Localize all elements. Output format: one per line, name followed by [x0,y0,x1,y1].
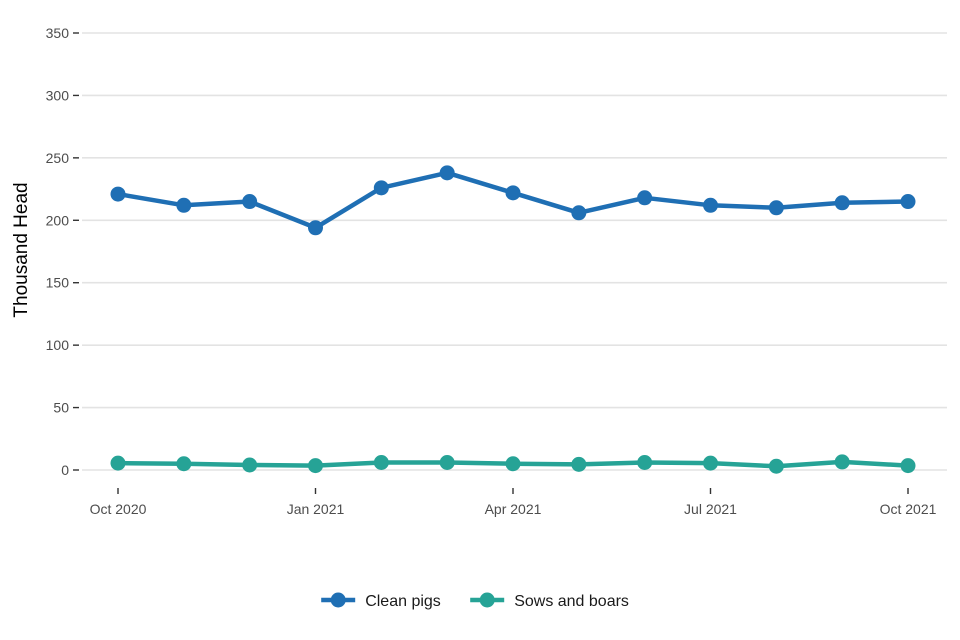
data-point [373,455,389,471]
data-point [242,194,258,210]
y-tick-label: 250 [46,150,70,166]
data-point [900,194,916,210]
legend: Clean pigs Sows and boars [321,592,629,610]
series-2 [110,454,916,474]
legend-item: Sows and boars [470,592,629,610]
data-point [768,458,784,474]
legend-key-point [479,592,495,608]
data-point [637,190,653,206]
y-tick-label: 350 [46,25,70,41]
data-point [176,456,192,472]
y-tick-label: 50 [53,400,69,416]
data-point [703,455,718,471]
data-point [637,455,653,471]
y-tick-label: 300 [46,87,70,103]
legend-label: Sows and boars [514,593,629,610]
data-point [505,456,521,472]
x-axis: Oct 2020 Jan 2021 Apr 2021 Jul 2021 Oct 2021 [90,488,937,517]
y-axis-title: Thousand Head [11,182,32,317]
data-point [505,185,521,201]
y-tick-label: 150 [46,275,70,291]
y-tick-label: 0 [61,462,69,478]
data-point [439,455,455,471]
data-point [571,456,587,472]
data-point [110,455,126,471]
data-point [703,197,718,213]
data-point [308,220,323,236]
x-tick-label: Oct 2020 [90,501,147,517]
data-point [308,458,323,474]
data-point [110,186,126,202]
legend-label: Clean pigs [365,593,441,610]
x-tick-label: Jan 2021 [287,501,345,517]
x-tick-label: Apr 2021 [485,501,542,517]
x-tick-label: Jul 2021 [684,501,737,517]
legend-key-point [330,592,346,608]
data-point [571,205,587,221]
data-point [834,195,850,211]
data-point [439,165,455,181]
data-point [834,454,850,470]
y-tick-label: 100 [46,337,70,353]
gridlines [82,32,947,471]
legend-item: Clean pigs [321,592,441,610]
y-axis: 0 50 100 150 200 250 300 350 [46,25,79,478]
data-point [176,197,192,213]
data-point [768,200,784,216]
data-point [242,457,258,473]
series-1 [110,165,916,236]
y-tick-label: 200 [46,212,70,228]
x-tick-label: Oct 2021 [880,501,937,517]
series-layer [110,165,916,474]
data-point [373,180,389,196]
data-point [900,458,916,474]
